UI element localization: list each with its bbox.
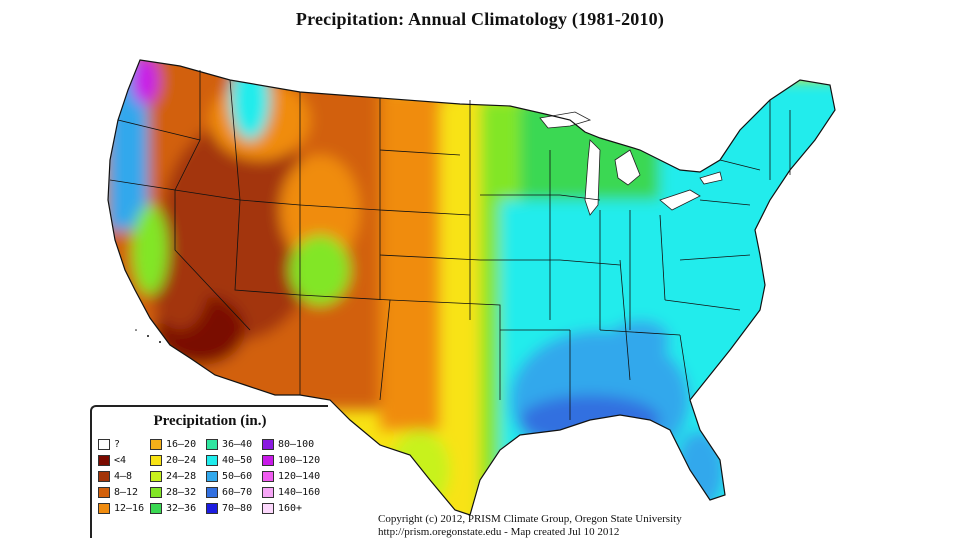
country-outline <box>107 59 836 516</box>
legend-label: 100–120 <box>278 454 321 466</box>
legend-item: 16–20 <box>150 437 196 451</box>
legend-swatch <box>150 438 162 450</box>
legend-title: Precipitation (in.) <box>153 413 267 429</box>
copyright-block: Copyright (c) 2012, PRISM Climate Group,… <box>378 513 682 539</box>
legend-item: 40–50 <box>206 453 252 467</box>
legend-item: ? <box>98 437 120 451</box>
legend-item: 20–24 <box>150 453 196 467</box>
legend-swatch <box>98 438 110 450</box>
legend-swatch <box>262 486 274 498</box>
legend-swatch <box>206 486 218 498</box>
legend-label: 16–20 <box>166 438 197 450</box>
legend-swatch <box>206 438 218 450</box>
legend-swatch <box>150 454 162 466</box>
legend-label: 24–28 <box>166 470 197 482</box>
legend-label: 36–40 <box>222 438 253 450</box>
legend-label: 20–24 <box>166 454 197 466</box>
legend-item: 100–120 <box>262 453 320 467</box>
legend-item: 80–100 <box>262 437 314 451</box>
legend-label: 8–12 <box>114 486 139 498</box>
legend-swatch <box>206 502 218 514</box>
legend-swatch <box>98 502 110 514</box>
legend-swatch <box>262 438 274 450</box>
legend-swatch <box>98 486 110 498</box>
legend-item: 50–60 <box>206 469 252 483</box>
great-lakes <box>539 111 723 216</box>
islands <box>135 329 161 343</box>
legend-label: 50–60 <box>222 470 253 482</box>
legend-item: 12–16 <box>98 501 144 515</box>
legend-item: 8–12 <box>98 485 138 499</box>
legend-item: 120–140 <box>262 469 320 483</box>
legend-item: 140–160 <box>262 485 320 499</box>
legend-item: 60–70 <box>206 485 252 499</box>
state-borders <box>109 70 791 420</box>
map-title: Precipitation: Annual Climatology (1981-… <box>295 9 665 29</box>
legend-swatch <box>262 454 274 466</box>
legend-item: 70–80 <box>206 501 252 515</box>
legend-swatch <box>150 502 162 514</box>
legend-label: 140–160 <box>278 486 321 498</box>
legend-label: ? <box>114 438 121 450</box>
legend-swatch <box>98 454 110 466</box>
legend-item: 36–40 <box>206 437 252 451</box>
legend-item: 160+ <box>262 501 302 515</box>
legend-swatch <box>262 470 274 482</box>
map-credit-line: http://prism.oregonstate.edu - Map creat… <box>378 526 620 538</box>
copyright-line: Copyright (c) 2012, PRISM Climate Group,… <box>378 513 682 525</box>
legend-label: 160+ <box>278 502 303 514</box>
legend-swatch <box>206 454 218 466</box>
legend-item: 24–28 <box>150 469 196 483</box>
legend-swatch <box>98 470 110 482</box>
legend-item: 28–32 <box>150 485 196 499</box>
legend-swatch <box>262 502 274 514</box>
legend-item: 32–36 <box>150 501 196 515</box>
legend-swatch <box>150 486 162 498</box>
legend-swatch <box>150 470 162 482</box>
legend-label: 80–100 <box>278 438 315 450</box>
legend-label: 28–32 <box>166 486 197 498</box>
legend-label: 120–140 <box>278 470 321 482</box>
legend-label: 70–80 <box>222 502 253 514</box>
legend-label: 4–8 <box>114 470 133 482</box>
legend-panel: Precipitation (in.) ? <4 4–8 8–12 12–16 16–20… <box>90 405 328 538</box>
legend-swatch <box>206 470 218 482</box>
legend-label: 60–70 <box>222 486 253 498</box>
legend-item: <4 <box>98 453 126 467</box>
legend-label: 12–16 <box>114 502 145 514</box>
legend-label: <4 <box>114 454 127 466</box>
legend-item: 4–8 <box>98 469 132 483</box>
legend-label: 40–50 <box>222 454 253 466</box>
legend-label: 32–36 <box>166 502 197 514</box>
